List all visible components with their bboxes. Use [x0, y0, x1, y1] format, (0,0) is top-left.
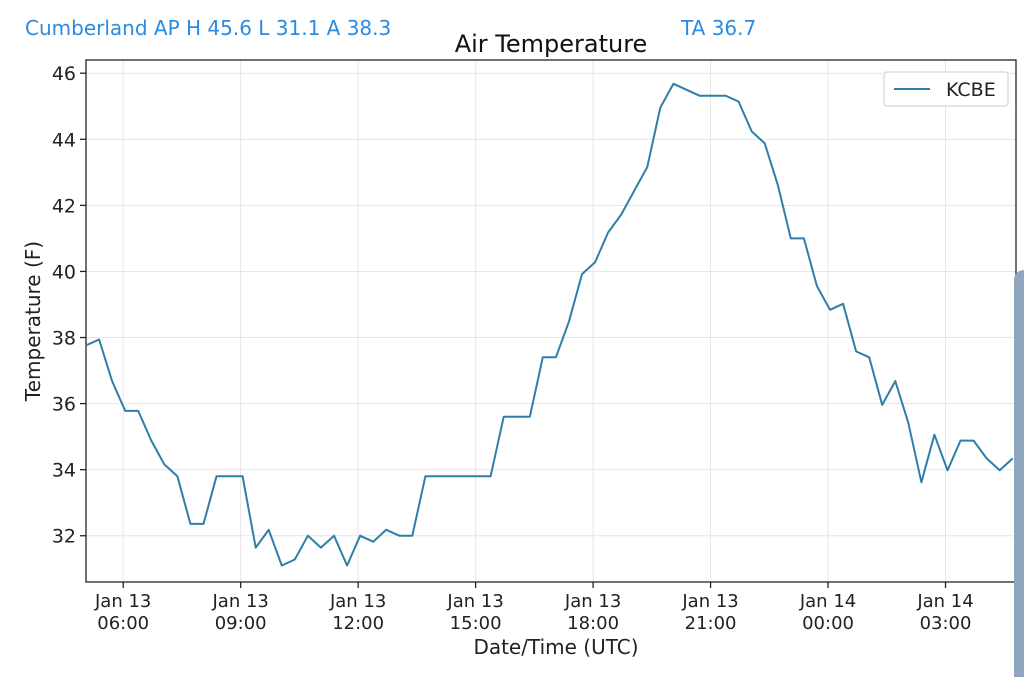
- y-tick-label: 46: [52, 63, 76, 85]
- series-line-kcbe: [85, 82, 1014, 567]
- x-tick-label-date: Jan 13: [329, 591, 386, 612]
- x-tick-label-date: Jan 13: [211, 591, 268, 612]
- x-axis-label: Date/Time (UTC): [473, 635, 638, 659]
- x-tick-label-time: 00:00: [802, 613, 854, 634]
- x-tick-label-time: 03:00: [920, 613, 972, 634]
- x-tick-label-date: Jan 13: [681, 591, 738, 612]
- chart-title: Air Temperature: [454, 30, 648, 58]
- y-tick-label: 36: [52, 394, 76, 416]
- ta-label-text: TA 36.7: [681, 16, 757, 40]
- legend-label: KCBE: [946, 79, 996, 101]
- x-tick-label-date: Jan 13: [94, 591, 151, 612]
- legend-box: [883, 71, 1009, 107]
- x-tick-label-date: Jan 13: [564, 591, 621, 612]
- y-tick-label: 42: [52, 195, 76, 217]
- x-tick-label-time: 21:00: [685, 613, 737, 634]
- station-summary-text: Cumberland AP H 45.6 L 31.1 A 38.3: [25, 16, 392, 40]
- x-tick-label-time: 15:00: [450, 613, 502, 634]
- x-tick-label-time: 12:00: [332, 613, 384, 634]
- y-tick-label: 34: [52, 460, 76, 482]
- y-tick-label: 40: [52, 261, 76, 283]
- y-axis-label: Temperature (F): [21, 241, 45, 402]
- y-tick-label: 32: [52, 526, 76, 548]
- y-tick-label: 38: [52, 328, 76, 350]
- x-tick-label-date: Jan 13: [446, 591, 503, 612]
- x-tick-label-time: 09:00: [215, 613, 267, 634]
- x-tick-label-time: 06:00: [97, 613, 149, 634]
- x-tick-label-date: Jan 14: [916, 591, 973, 612]
- x-tick-label-time: 18:00: [567, 613, 619, 634]
- plot-frame: [85, 59, 1017, 583]
- scrollbar-handle[interactable]: [1014, 270, 1024, 677]
- x-tick-label-date: Jan 14: [799, 591, 856, 612]
- y-tick-label: 44: [52, 129, 76, 151]
